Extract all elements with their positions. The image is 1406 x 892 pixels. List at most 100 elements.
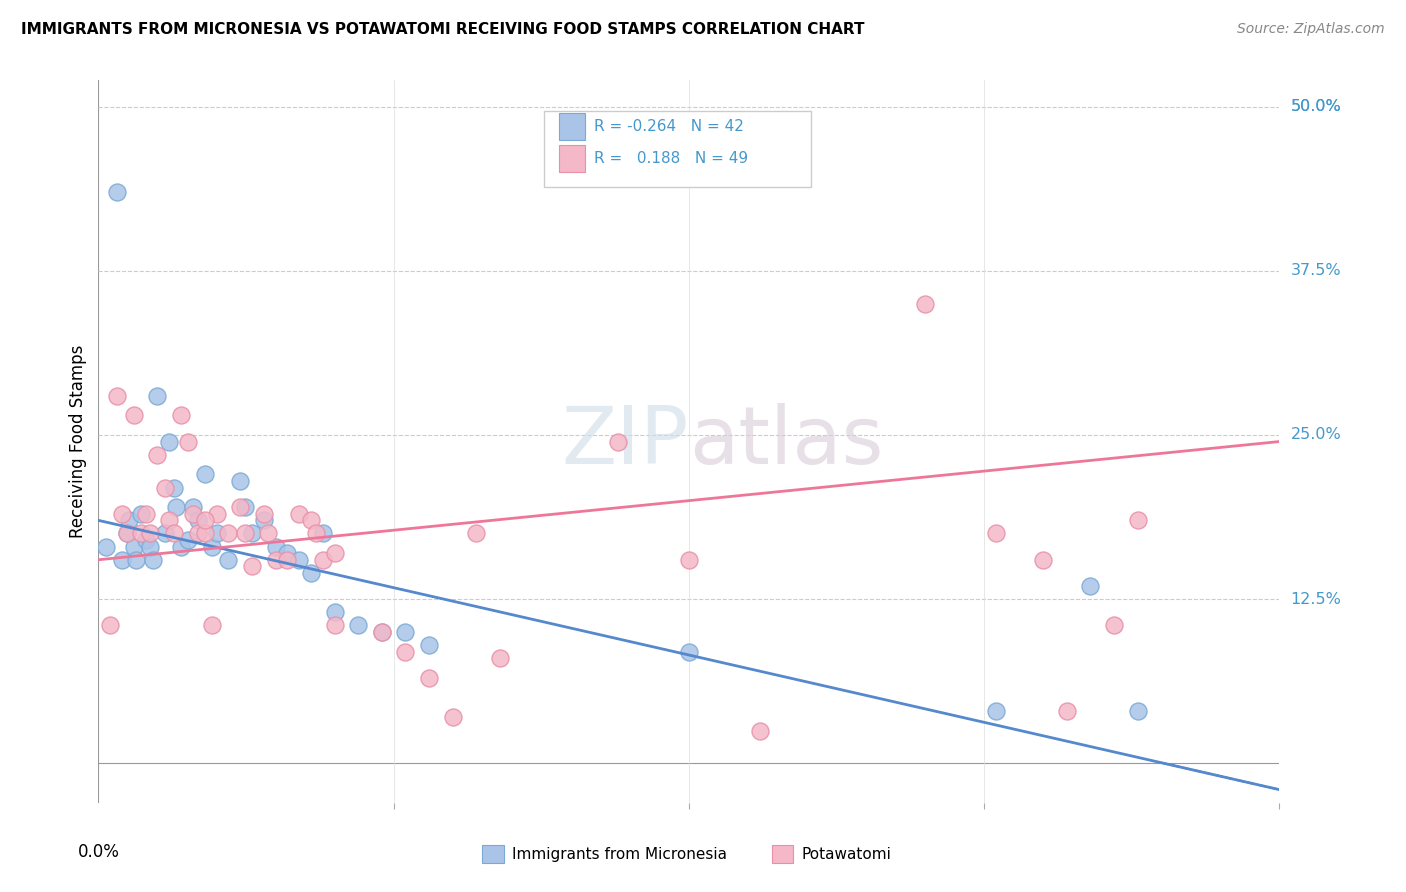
Text: IMMIGRANTS FROM MICRONESIA VS POTAWATOMI RECEIVING FOOD STAMPS CORRELATION CHART: IMMIGRANTS FROM MICRONESIA VS POTAWATOMI… [21, 22, 865, 37]
Text: 50.0%: 50.0% [1291, 99, 1341, 114]
Point [139, 540, 162, 554]
Text: Immigrants from Micronesia: Immigrants from Micronesia [512, 847, 727, 862]
Y-axis label: Receiving Food Stamps: Receiving Food Stamps [69, 345, 87, 538]
Text: 0.0%: 0.0% [77, 843, 120, 861]
Point [323, 605, 346, 619]
Point [165, 500, 187, 515]
Point [1102, 618, 1125, 632]
Point [233, 500, 256, 515]
Bar [560, 112, 585, 140]
Point [347, 618, 370, 632]
Point [418, 638, 440, 652]
Point [371, 625, 394, 640]
Point [125, 553, 148, 567]
Point [323, 546, 346, 560]
Point [177, 533, 200, 547]
Point [201, 618, 224, 632]
Point [194, 467, 217, 482]
Point [240, 559, 263, 574]
Point [146, 388, 169, 402]
Point [187, 526, 209, 541]
Bar [772, 846, 793, 863]
Point [257, 526, 280, 541]
Point [118, 513, 141, 527]
Point [122, 409, 145, 423]
Point [153, 481, 176, 495]
Text: Potawatomi: Potawatomi [801, 847, 891, 862]
Text: R = -0.264   N = 42: R = -0.264 N = 42 [595, 119, 744, 134]
Point [914, 296, 936, 310]
Point [394, 645, 416, 659]
Point [1080, 579, 1102, 593]
Point [111, 553, 134, 567]
Point [394, 625, 416, 640]
Point [441, 710, 464, 724]
Point [229, 474, 252, 488]
Point [288, 507, 311, 521]
Point [1056, 704, 1078, 718]
Point [94, 540, 117, 554]
Point [111, 507, 134, 521]
Point [105, 185, 128, 199]
Point [276, 546, 298, 560]
Text: 37.5%: 37.5% [1291, 263, 1341, 278]
Point [984, 704, 1007, 718]
Text: R =   0.188   N = 49: R = 0.188 N = 49 [595, 151, 748, 166]
Point [187, 513, 209, 527]
Point [163, 481, 186, 495]
Text: atlas: atlas [689, 402, 883, 481]
Text: 50.0%: 50.0% [1291, 99, 1341, 114]
Point [142, 553, 165, 567]
Point [607, 434, 630, 449]
Point [135, 533, 157, 547]
Point [217, 526, 239, 541]
Point [122, 540, 145, 554]
Point [181, 507, 204, 521]
Point [177, 434, 200, 449]
Point [299, 513, 322, 527]
Point [305, 526, 328, 541]
Point [217, 553, 239, 567]
Point [1032, 553, 1054, 567]
Point [240, 526, 263, 541]
Point [253, 507, 276, 521]
Bar [560, 145, 585, 172]
Point [264, 553, 287, 567]
Point [748, 723, 770, 738]
Point [135, 507, 157, 521]
Point [299, 566, 322, 580]
Point [371, 625, 394, 640]
Point [205, 507, 228, 521]
Point [139, 526, 162, 541]
Point [312, 526, 335, 541]
Point [181, 500, 204, 515]
Point [157, 513, 180, 527]
Point [146, 448, 169, 462]
Point [1126, 513, 1149, 527]
Text: ZIP: ZIP [561, 402, 689, 481]
Point [163, 526, 186, 541]
Bar [482, 846, 503, 863]
Point [489, 651, 512, 665]
Text: Source: ZipAtlas.com: Source: ZipAtlas.com [1237, 22, 1385, 37]
Point [253, 513, 276, 527]
Point [229, 500, 252, 515]
Point [194, 526, 217, 541]
Point [276, 553, 298, 567]
Point [115, 526, 138, 541]
Point [465, 526, 488, 541]
Point [312, 553, 335, 567]
Point [233, 526, 256, 541]
Point [98, 618, 121, 632]
Point [288, 553, 311, 567]
FancyBboxPatch shape [544, 111, 811, 187]
Point [264, 540, 287, 554]
Point [418, 671, 440, 685]
Point [323, 618, 346, 632]
Point [129, 526, 152, 541]
Point [1126, 704, 1149, 718]
Point [201, 540, 224, 554]
Point [105, 388, 128, 402]
Point [678, 553, 700, 567]
Point [129, 507, 152, 521]
